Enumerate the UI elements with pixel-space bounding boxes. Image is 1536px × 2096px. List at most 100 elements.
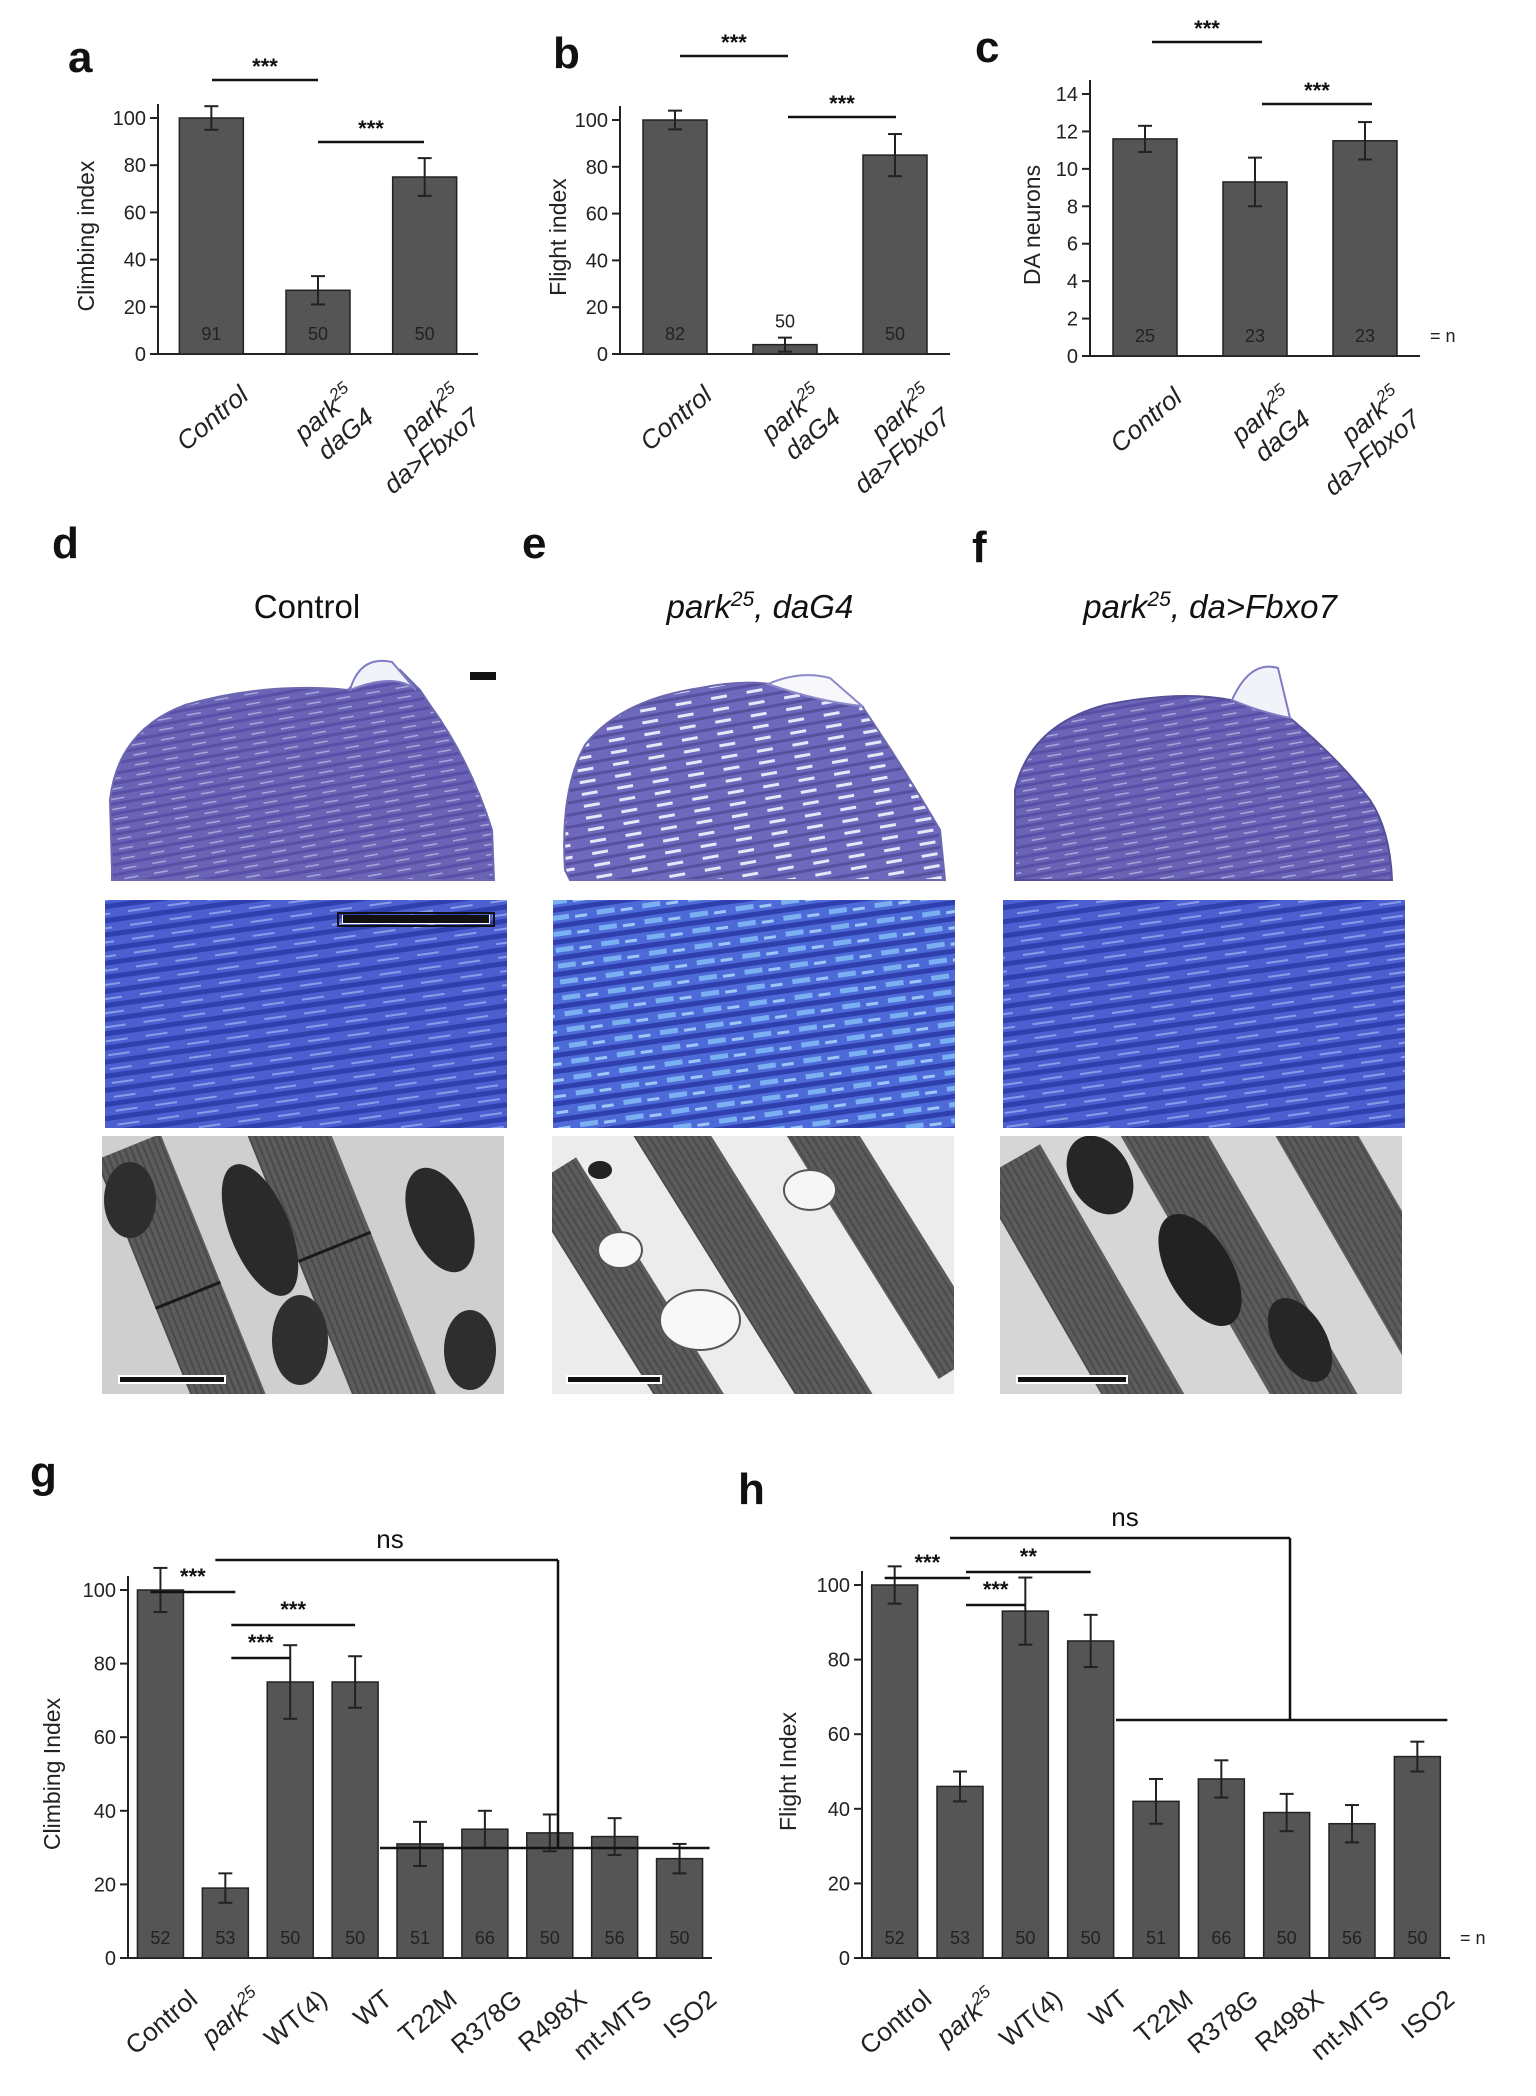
scale-bar-icon: [568, 1377, 660, 1382]
y-tick-label: 20: [94, 1874, 116, 1896]
x-tick-label-control: Control: [854, 1984, 937, 2061]
x-tick-label-iso2: ISO2: [657, 1984, 722, 2045]
chart-b-flight: 0 20 40 60 80 100 Flight index 82 50 50 Control par…: [545, 30, 957, 500]
y-tick-label: 40: [94, 1801, 116, 1823]
y-tick-label: 40: [828, 1799, 850, 1821]
y-tick-label: 14: [1056, 84, 1078, 106]
n-label: 25: [1135, 326, 1155, 346]
n-label: 56: [605, 1928, 625, 1948]
n-label: 50: [540, 1928, 560, 1948]
y-tick-label: 80: [94, 1654, 116, 1676]
n-label: 50: [1081, 1928, 1101, 1948]
n-label: 51: [410, 1928, 430, 1948]
bar-wt-4: [266, 1681, 314, 1959]
bar-iso2: [1393, 1755, 1442, 1959]
n-label: 52: [885, 1928, 905, 1948]
scale-bar-icon: [120, 1377, 224, 1382]
error-bar: [1410, 1740, 1425, 1773]
svg-text:***: ***: [914, 1550, 940, 1575]
svg-text:***: ***: [180, 1564, 206, 1589]
bar-park25-dag4: [1222, 181, 1288, 357]
y-tick-label: 100: [83, 1580, 116, 1602]
x-tick-label-park25-da-fbxo7: park25da>Fbxo7: [358, 377, 488, 500]
bar-control: [178, 117, 245, 355]
svg-text:***: ***: [252, 54, 278, 79]
bar-mt-mts: [1328, 1822, 1376, 1959]
n-label: 56: [1342, 1928, 1362, 1948]
svg-text:***: ***: [1304, 78, 1330, 103]
significance-marker: ns: [950, 1502, 1448, 1722]
significance-marker: ***: [788, 91, 896, 119]
x-tick-label-park25-dag4: park25daG4: [753, 378, 847, 470]
svg-text:***: ***: [1194, 16, 1220, 41]
svg-text:***: ***: [248, 1630, 274, 1655]
n-label: 53: [215, 1928, 235, 1948]
y-axis-label: Flight Index: [775, 1712, 801, 1831]
error-bar: [348, 1655, 363, 1709]
chart-c-da-neurons: 0 2 4 6 8 10 12 14 DA neurons 25 23 23 = n Control par…: [1019, 16, 1456, 502]
y-tick-label: 4: [1067, 271, 1078, 293]
n-suffix: = n: [1460, 1928, 1486, 1948]
error-bar: [1345, 1804, 1359, 1844]
bar-control: [642, 119, 708, 355]
bar-r498x: [1262, 1811, 1311, 1959]
error-bar: [1138, 124, 1152, 154]
panel-label-d: d: [52, 519, 79, 568]
y-tick-label: 100: [113, 108, 146, 130]
y-tick-label: 0: [105, 1948, 116, 1970]
n-label: 50: [280, 1928, 300, 1948]
panel-label-b: b: [553, 29, 580, 78]
significance-marker: ***: [231, 1630, 291, 1660]
n-label: 82: [665, 324, 685, 344]
x-tick-label-control: Control: [170, 379, 254, 457]
y-tick-label: 40: [124, 250, 146, 272]
y-tick-label: 2: [1067, 309, 1078, 331]
n-label: 91: [201, 324, 221, 344]
panel-label-g: g: [30, 1448, 57, 1497]
error-bar: [153, 1566, 168, 1614]
n-label: 50: [1015, 1928, 1035, 1948]
bar-control: [1112, 138, 1178, 357]
n-label: 51: [1146, 1928, 1166, 1948]
column-title-control: Control: [254, 588, 360, 625]
y-axis-label: DA neurons: [1019, 165, 1045, 285]
panel-label-e: e: [522, 519, 546, 568]
n-label: 52: [150, 1928, 170, 1948]
panel-label-f: f: [972, 523, 987, 572]
chart-a-climbing: 0 20 40 60 80 100 Climbing index 91 50 50 Control p…: [73, 54, 487, 500]
panel-label-h: h: [738, 1465, 765, 1514]
significance-marker: ***: [966, 1577, 1026, 1607]
svg-text:***: ***: [280, 1597, 306, 1622]
significance-marker: ***: [1152, 16, 1262, 44]
scale-bar-icon: [1018, 1377, 1126, 1382]
y-tick-label: 80: [124, 155, 146, 177]
y-tick-label: 0: [839, 1948, 850, 1970]
n-label: 50: [308, 324, 328, 344]
bar-park25-da-fbxo7: [391, 176, 458, 355]
y-tick-label: 100: [817, 1575, 850, 1597]
chart-h-flight: 0 20 40 60 80 100 Flight Index 52 53 50 50 51 66 50 56…: [775, 1502, 1486, 2066]
n-label: 50: [415, 324, 435, 344]
y-tick-label: 100: [575, 110, 608, 132]
svg-text:***: ***: [721, 30, 747, 55]
image-control-section-lowmag: [108, 659, 496, 881]
bar-iso2: [655, 1857, 704, 1959]
error-bar: [1149, 1777, 1163, 1825]
error-bar: [668, 109, 682, 131]
image-fbxo7-electron-micrograph: [1000, 1136, 1402, 1394]
significance-marker: ***: [150, 1564, 236, 1594]
significance-marker: ***: [884, 1550, 970, 1580]
error-bar: [542, 1813, 557, 1853]
x-tick-label-wt-4: WT(4): [258, 1984, 333, 2053]
x-tick-label-park25: park25: [193, 1982, 268, 2052]
scale-bar-icon: [470, 672, 496, 680]
bar-park25-da-fbxo7: [862, 154, 928, 355]
y-tick-label: 60: [94, 1727, 116, 1749]
column-title-park25-dag4: park25, daG4: [666, 588, 854, 625]
error-bar: [1279, 1792, 1294, 1833]
n-label: 50: [775, 312, 795, 332]
error-bar: [1358, 121, 1372, 161]
image-park25-electron-micrograph: [552, 1136, 954, 1394]
n-label: 50: [1277, 1928, 1297, 1948]
